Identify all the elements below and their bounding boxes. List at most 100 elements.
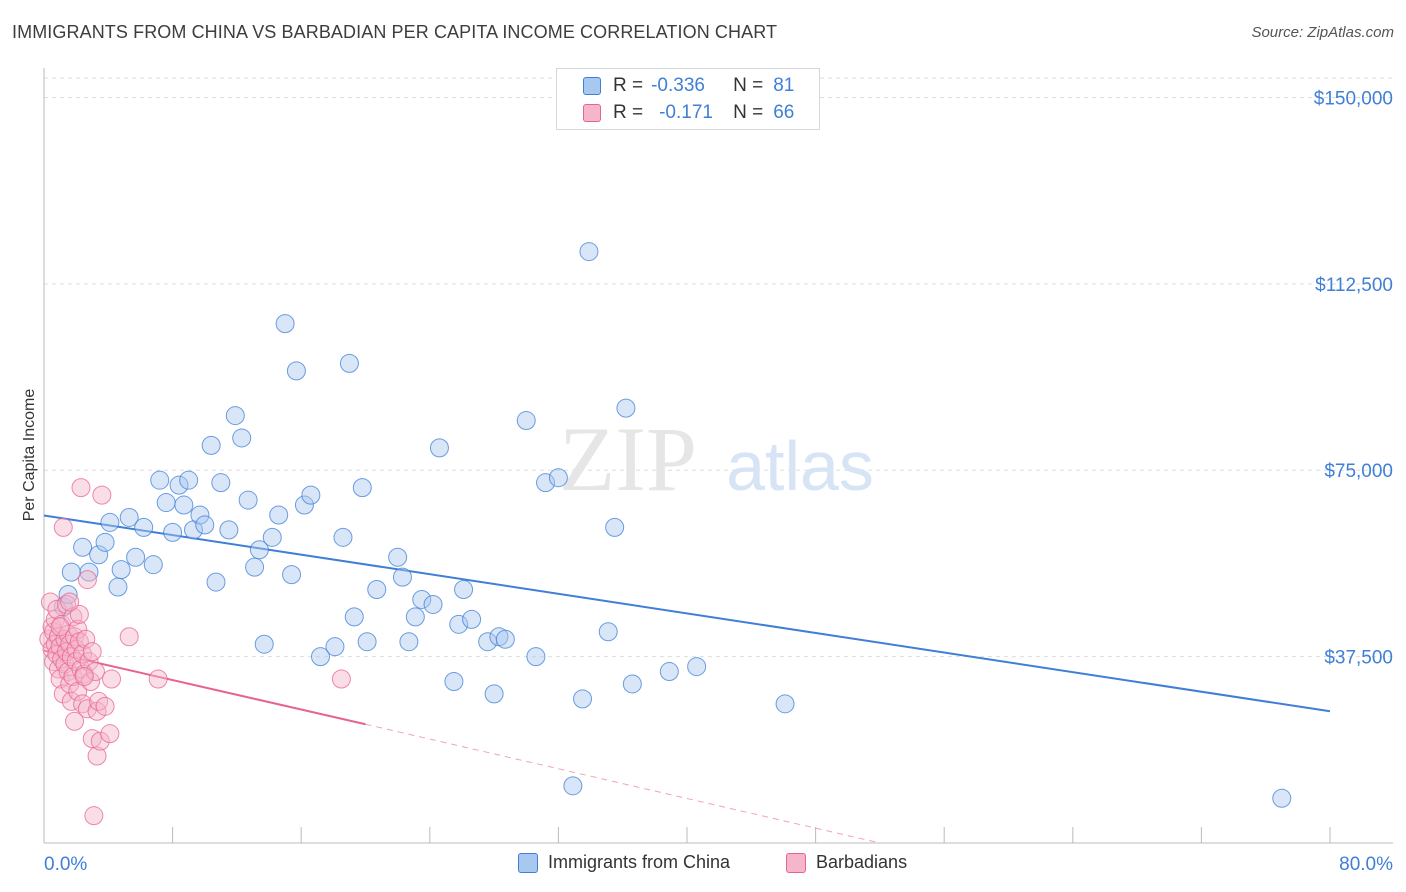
y-axis-label: Per Capita Income xyxy=(21,388,38,522)
barbadian-point xyxy=(81,671,101,691)
stats-row-china: R = -0.336 N = 81 xyxy=(583,73,794,99)
china-point xyxy=(89,545,109,565)
barbadian-point xyxy=(53,684,73,704)
barbadian-point xyxy=(50,617,70,637)
china-trend-line xyxy=(43,514,1331,713)
china-point xyxy=(548,468,568,488)
x-tick-label-min: 0.0% xyxy=(44,854,87,875)
china-point xyxy=(526,647,546,667)
china-point xyxy=(211,473,231,493)
barbadian-point xyxy=(331,669,351,689)
watermark-zip: ZIP xyxy=(559,408,697,510)
barbadian-point xyxy=(63,667,83,687)
barbadian-point xyxy=(92,485,112,505)
china-point xyxy=(579,242,599,262)
china-point xyxy=(169,475,189,495)
barbadian-point xyxy=(87,746,107,766)
china-point xyxy=(225,406,245,426)
china-point xyxy=(484,684,504,704)
china-point xyxy=(616,398,636,418)
china-point xyxy=(232,428,252,448)
china-point xyxy=(174,495,194,515)
china-point xyxy=(449,614,469,634)
barbadian-point xyxy=(89,691,109,711)
china-point xyxy=(282,565,302,585)
china-point xyxy=(339,353,359,373)
barbadian-point xyxy=(85,662,105,682)
barbadian-point xyxy=(82,642,102,662)
china-swatch xyxy=(583,77,601,95)
barbadians-swatch xyxy=(583,104,601,122)
china-point xyxy=(108,577,128,597)
barbadian-point xyxy=(61,691,81,711)
china-point xyxy=(286,361,306,381)
china-point xyxy=(58,584,78,604)
barbadian-point xyxy=(57,594,77,614)
series-barbadians xyxy=(39,478,351,826)
china-point xyxy=(134,517,154,537)
china-point xyxy=(245,557,265,577)
china-point xyxy=(622,674,642,694)
legend-item-china[interactable]: Immigrants from China xyxy=(518,852,730,873)
china-point xyxy=(254,634,274,654)
china-point xyxy=(143,555,163,575)
china-point xyxy=(344,607,364,627)
n-value: 66 xyxy=(773,102,795,123)
china-point xyxy=(516,411,536,431)
china-point xyxy=(388,547,408,567)
china-point xyxy=(219,520,239,540)
barbadian-point xyxy=(119,627,139,647)
trend-lines xyxy=(43,514,1331,844)
chart-title: IMMIGRANTS FROM CHINA VS BARBADIAN PER C… xyxy=(12,22,778,42)
china-point xyxy=(249,540,269,560)
barbadian-point xyxy=(148,669,168,689)
legend-item-barbadians[interactable]: Barbadians xyxy=(786,852,907,873)
china-legend-swatch xyxy=(518,852,538,873)
china-point xyxy=(352,478,372,498)
barbadian-point xyxy=(100,724,120,744)
china-point xyxy=(444,671,464,691)
axes xyxy=(43,68,1393,844)
china-point xyxy=(605,517,625,537)
china-point xyxy=(454,580,474,600)
barbadians-legend-swatch xyxy=(786,852,806,873)
n-value: 81 xyxy=(773,75,795,96)
r-label: R = xyxy=(613,75,644,96)
china-point xyxy=(294,495,314,515)
china-point xyxy=(100,512,120,532)
r-label: R = xyxy=(613,102,644,123)
source-note: Source: ZipAtlas.com xyxy=(1251,24,1394,41)
china-point xyxy=(126,547,146,567)
china-point xyxy=(367,580,387,600)
china-point xyxy=(598,622,618,642)
series-china xyxy=(53,242,1292,808)
barbadian-trend-extension xyxy=(365,723,881,844)
y-tick-label: $37,500 xyxy=(1324,648,1393,669)
china-point xyxy=(150,470,170,490)
y-tick-label: $75,000 xyxy=(1324,461,1393,482)
china-point xyxy=(163,522,183,542)
china-point xyxy=(423,594,443,614)
china-point xyxy=(269,505,289,525)
china-point xyxy=(563,776,583,796)
n-label: N = xyxy=(733,102,764,123)
barbadian-point xyxy=(84,806,104,826)
barbadian-point xyxy=(60,592,80,612)
watermark-atlas: atlas xyxy=(726,427,874,505)
china-point xyxy=(179,470,199,490)
n-label: N = xyxy=(733,75,764,96)
china-point xyxy=(399,632,419,652)
china-point xyxy=(156,493,176,513)
barbadian-point xyxy=(40,592,60,612)
watermark: ZIP atlas xyxy=(559,408,874,510)
stats-legend: R = -0.336 N = 81 R = -0.171 N = 66 xyxy=(556,68,820,130)
barbadian-point xyxy=(74,667,94,687)
china-point xyxy=(195,515,215,535)
barbadian-point xyxy=(82,729,102,749)
china-point xyxy=(206,572,226,592)
r-value: -0.171 xyxy=(659,102,713,123)
china-point xyxy=(412,589,432,609)
china-point xyxy=(61,562,81,582)
china-point xyxy=(73,537,93,557)
china-point xyxy=(429,438,449,458)
